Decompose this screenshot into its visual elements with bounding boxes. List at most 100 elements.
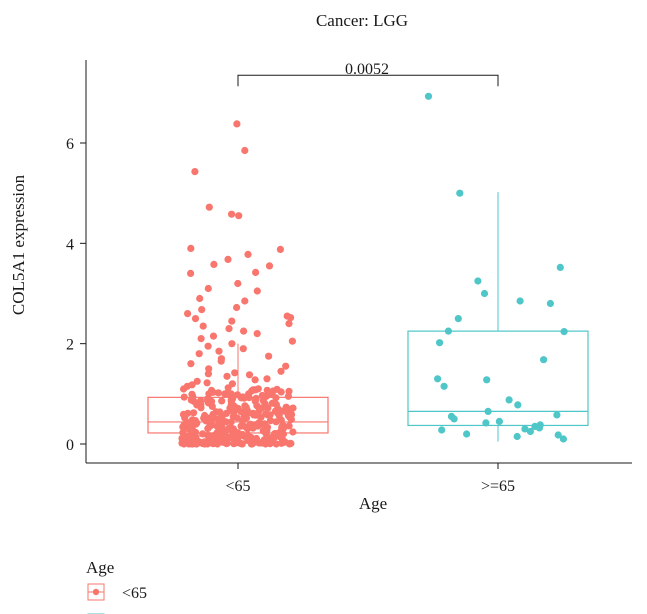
data-point (241, 146, 249, 155)
data-point (244, 435, 252, 443)
data-point (495, 417, 503, 425)
data-point (191, 439, 199, 447)
data-point (235, 212, 243, 220)
data-point (191, 417, 199, 425)
data-point (251, 376, 259, 384)
data-point (215, 419, 223, 427)
data-point (200, 414, 208, 422)
data-point (231, 439, 239, 447)
data-point (252, 434, 260, 443)
data-point (554, 431, 562, 439)
data-point (199, 430, 207, 438)
y-axis-label: COL5A1 expression (9, 174, 28, 315)
data-point (187, 269, 195, 277)
data-point (259, 397, 267, 405)
significance-label: 0.0052 (345, 61, 389, 78)
data-point (197, 335, 205, 343)
data-point (241, 297, 249, 305)
legend-key-dot (92, 588, 100, 596)
data-point (224, 255, 232, 263)
data-point (264, 411, 272, 419)
data-point (482, 419, 490, 427)
data-point (210, 260, 218, 268)
data-point (513, 432, 521, 441)
data-point (456, 189, 464, 197)
data-point (535, 424, 544, 432)
data-point (228, 210, 236, 218)
data-point (223, 372, 231, 380)
data-point (197, 397, 205, 405)
data-point (438, 426, 446, 434)
y-tick-label: 4 (66, 236, 74, 253)
data-point (240, 327, 248, 335)
data-point (189, 433, 197, 441)
data-point (265, 262, 274, 270)
chart-title: Cancer: LGG (316, 11, 408, 30)
data-point (434, 375, 442, 383)
data-point (208, 386, 216, 394)
data-point (483, 376, 491, 384)
data-point (287, 415, 295, 424)
data-point (179, 410, 188, 418)
data-point (273, 385, 281, 393)
legend-title: Age (86, 558, 114, 577)
x-tick-label: <65 (225, 478, 250, 495)
x-axis-label: Age (359, 494, 387, 513)
data-point (233, 303, 241, 312)
data-point (217, 357, 225, 365)
data-point (234, 279, 242, 288)
data-point (556, 263, 564, 271)
box (147, 396, 329, 434)
data-point (228, 424, 236, 432)
data-point (199, 322, 207, 330)
data-point (505, 396, 513, 404)
data-point (265, 352, 273, 360)
data-point (254, 422, 262, 430)
data-point (195, 350, 203, 358)
y-tick-label: 2 (66, 337, 74, 354)
x-tick-label: >=65 (481, 478, 515, 495)
data-point (198, 306, 206, 314)
data-point (280, 438, 288, 446)
data-point (463, 430, 471, 438)
data-point (276, 245, 284, 253)
data-point (193, 377, 201, 385)
data-point (204, 395, 212, 403)
data-point (184, 310, 192, 318)
data-point (187, 360, 195, 368)
data-point (474, 277, 482, 285)
data-point (204, 342, 212, 350)
data-point (253, 402, 261, 410)
data-point (211, 432, 219, 440)
data-point (284, 392, 292, 400)
data-point (187, 244, 195, 252)
y-tick-label: 6 (66, 136, 74, 153)
data-point (239, 345, 247, 353)
data-point (235, 433, 243, 441)
data-point (268, 437, 276, 445)
data-point (185, 425, 193, 433)
data-point (190, 409, 198, 417)
data-point (278, 423, 286, 431)
x-axis: <65 >=65 (86, 462, 632, 495)
data-point (521, 425, 529, 433)
boxes (147, 192, 589, 444)
data-point (253, 330, 261, 338)
data-point (205, 203, 213, 211)
y-tick-label: 0 (66, 437, 74, 454)
data-point (514, 401, 522, 409)
data-point (268, 399, 277, 407)
legend: <65>=65 (87, 583, 147, 614)
data-point (454, 315, 462, 323)
data-point (204, 284, 212, 293)
data-point (223, 437, 231, 446)
data-point (191, 315, 200, 323)
data-point (224, 384, 232, 392)
data-point (559, 435, 568, 443)
data-point (204, 370, 212, 378)
data-point (257, 413, 265, 422)
data-point (201, 440, 209, 448)
data-point (289, 404, 297, 412)
data-point (203, 379, 211, 387)
